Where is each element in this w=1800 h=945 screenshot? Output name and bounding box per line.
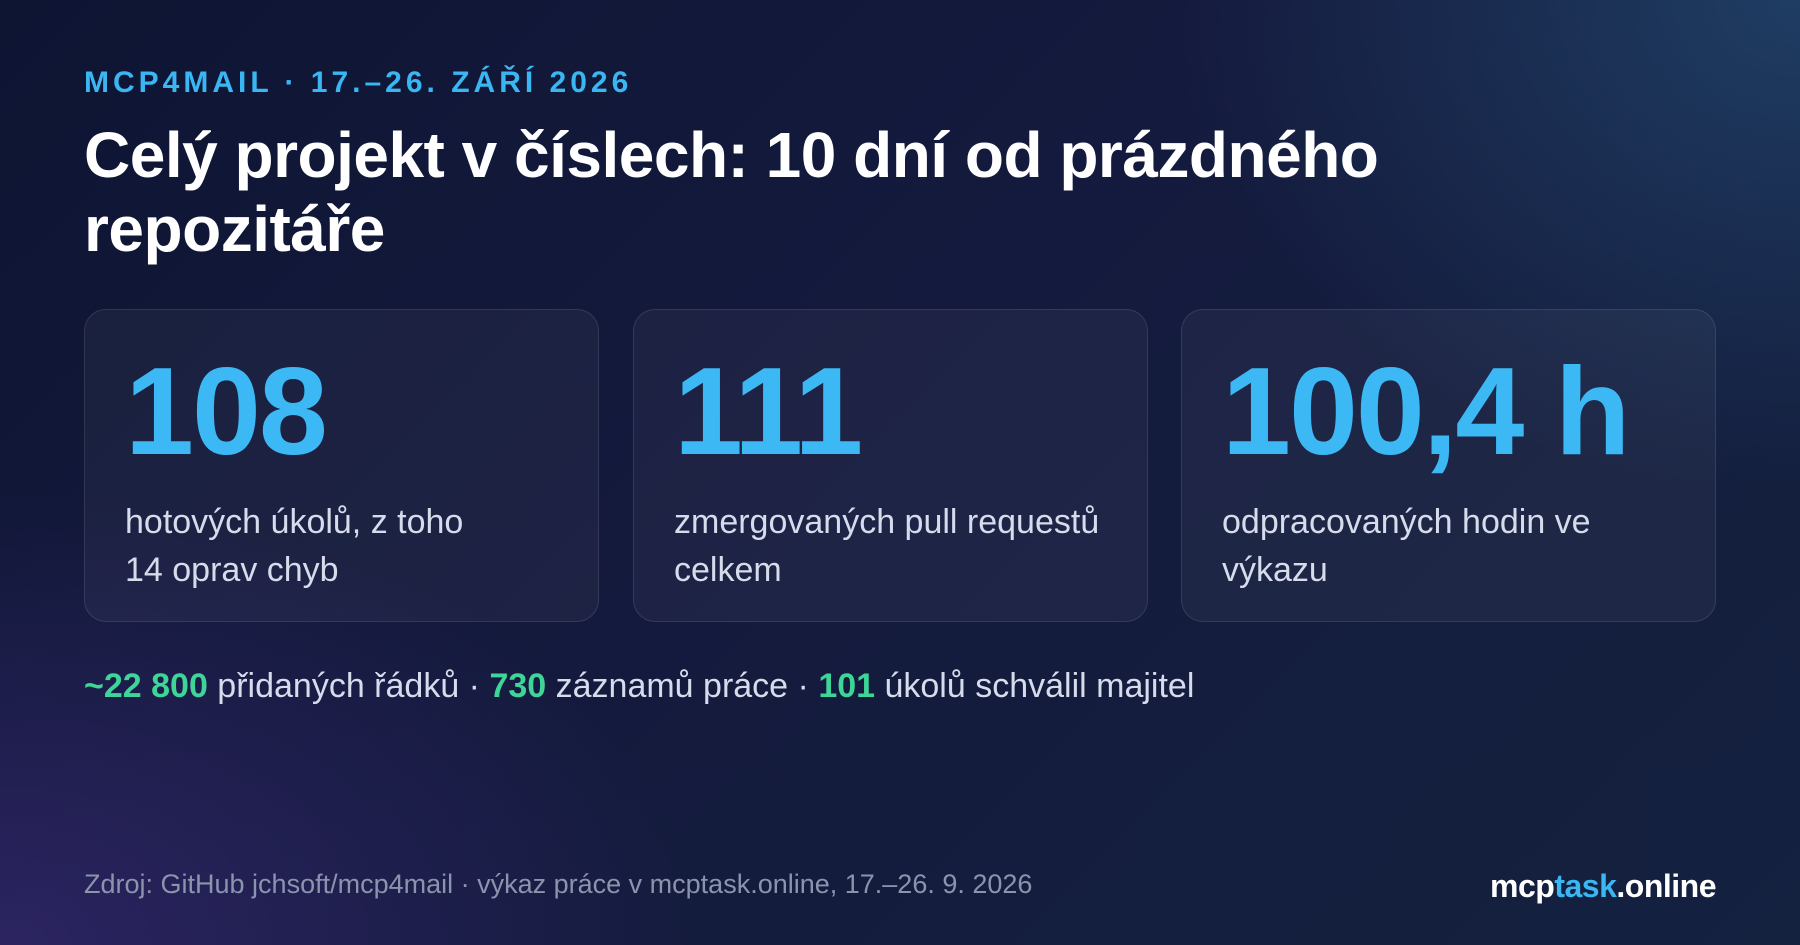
summary-number-records: 730 [489,667,547,705]
summary-number-approved: 101 [818,667,876,705]
eyebrow-label: MCP4MAIL · 17.–26. ZÁŘÍ 2026 [84,66,633,99]
stat-value-pull-requests: 111 [674,343,863,481]
brand-part-task: task [1554,868,1617,904]
headline: Celý projekt v číslech: 10 dní od prázdn… [84,119,1379,265]
stat-card-tasks: 108 hotových úkolů, z toho 14 oprav chyb [84,309,599,622]
summary-line: ~22 800 přidaných řádků · 730 záznamů pr… [84,662,1194,710]
stat-cards: 108 hotových úkolů, z toho 14 oprav chyb… [84,309,1716,624]
brand-logo: mcptask.online [1490,866,1716,906]
stat-card-pull-requests: 111 zmergovaných pull requestů celkem [633,309,1148,622]
summary-text-lines: přidaných řádků · [207,667,490,705]
stat-value-tasks: 108 [125,343,328,481]
summary-text-records: záznamů práce · [546,667,819,705]
infographic: MCP4MAIL · 17.–26. ZÁŘÍ 2026 Celý projek… [84,0,1716,945]
stat-label-tasks: hotových úkolů, z toho 14 oprav chyb [125,503,464,589]
stat-value-hours: 100,4 h [1222,343,1631,481]
brand-part-mcp: mcp [1490,868,1555,904]
stat-label-pull-requests: zmergovaných pull requestů celkem [674,503,1100,589]
brand-part-online: .online [1616,868,1716,904]
summary-text-approved: úkolů schválil majitel [875,667,1195,705]
stat-label-hours: odpracovaných hodin ve výkazu [1222,503,1591,589]
source-note: Zdroj: GitHub jchsoft/mcp4mail · výkaz p… [84,869,1033,899]
summary-number-lines: ~22 800 [84,667,208,705]
stat-card-hours: 100,4 h odpracovaných hodin ve výkazu [1181,309,1716,622]
